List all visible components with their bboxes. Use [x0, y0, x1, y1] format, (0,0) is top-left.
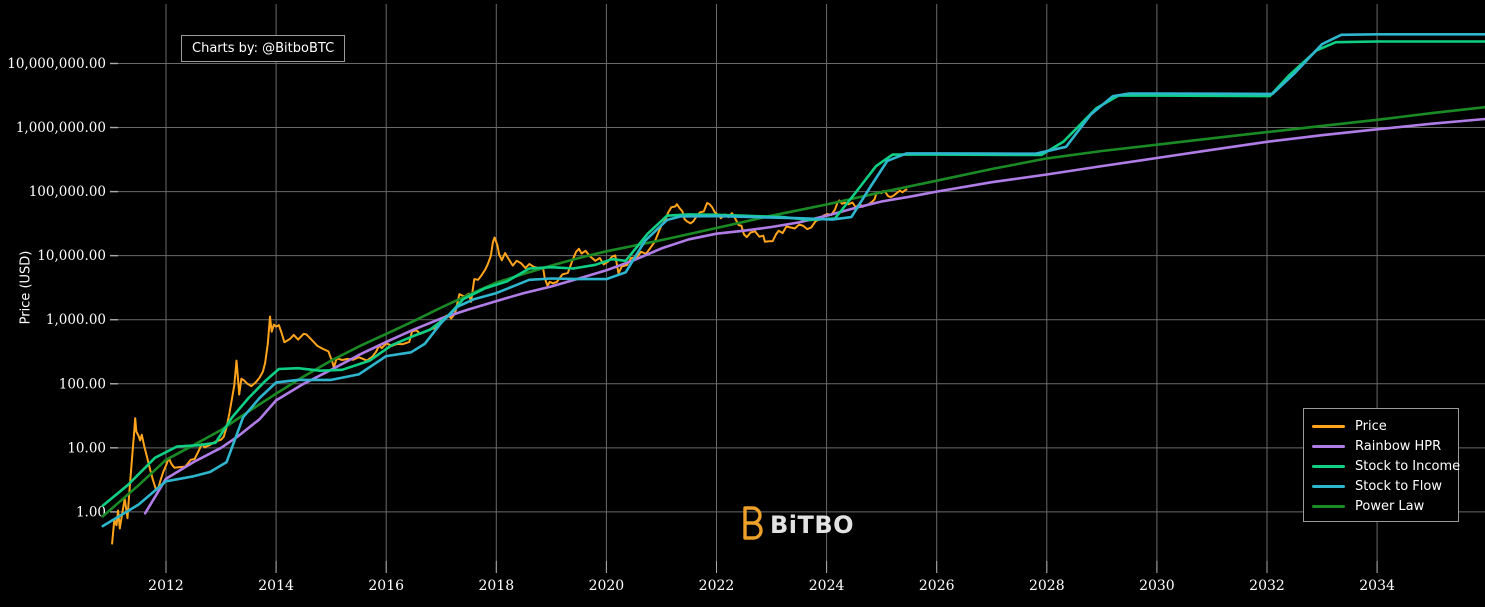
x-tick-label: 2016: [368, 578, 404, 594]
legend: Price Rainbow HPR Stock to Income Stock to …: [1303, 408, 1461, 522]
charts-by-annotation: Charts by: @BitboBTC: [181, 35, 346, 62]
x-tick-label: 2034: [1359, 578, 1395, 594]
legend-item-rainbow-hpr[interactable]: Rainbow HPR: [1312, 436, 1458, 456]
y-tick-label: 100,000.00: [29, 184, 106, 200]
legend-label: Price: [1355, 418, 1387, 434]
legend-label: Stock to Income: [1355, 458, 1461, 474]
x-tick-label: 2032: [1249, 578, 1285, 594]
y-tick-label: 10,000,000.00: [7, 56, 106, 72]
legend-item-stock-to-flow[interactable]: Stock to Flow: [1312, 476, 1458, 496]
x-tick-label: 2026: [919, 578, 955, 594]
legend-swatch-icon: [1312, 464, 1345, 468]
legend-item-stock-to-income[interactable]: Stock to Income: [1312, 456, 1461, 476]
x-tick-label: 2022: [699, 578, 735, 594]
series-power-law: [101, 105, 1485, 518]
legend-label: Rainbow HPR: [1355, 438, 1442, 454]
y-tick-label: 10.00: [67, 440, 106, 456]
series-stock-to-income: [101, 40, 1485, 508]
legend-item-price[interactable]: Price: [1312, 416, 1458, 436]
y-tick-label: 1.00: [76, 504, 106, 520]
x-tick-label: 2020: [589, 578, 625, 594]
bitbo-watermark: BiTBO: [737, 503, 854, 547]
legend-swatch-icon: [1312, 484, 1345, 488]
x-tick-label: 2024: [809, 578, 845, 594]
bitbo-watermark-text: BiTBO: [770, 511, 855, 539]
x-tick-label: 2028: [1029, 578, 1065, 594]
y-tick-label: 1,000,000.00: [16, 120, 106, 136]
series-stock-to-flow: [101, 32, 1485, 528]
x-tick-label: 2030: [1139, 578, 1175, 594]
legend-label: Stock to Flow: [1355, 478, 1442, 494]
series-rainbow-hpr: [143, 117, 1485, 515]
legend-swatch-icon: [1312, 444, 1345, 448]
legend-item-power-law[interactable]: Power Law: [1312, 496, 1458, 516]
y-axis-title: Price (USD): [18, 250, 34, 325]
legend-swatch-icon: [1312, 504, 1345, 508]
legend-label: Power Law: [1355, 498, 1425, 514]
y-tick-label: 100.00: [59, 376, 106, 392]
charts-by-annotation-text: Charts by: @BitboBTC: [192, 41, 335, 56]
y-tick-label: 1,000.00: [46, 312, 106, 328]
y-tick-label: 10,000.00: [37, 248, 106, 264]
series-price: [111, 188, 908, 545]
x-tick-label: 2012: [148, 578, 184, 594]
bitbo-logo-icon: [737, 503, 763, 547]
x-tick-label: 2018: [478, 578, 514, 594]
x-tick-label: 2014: [258, 578, 294, 594]
legend-swatch-icon: [1312, 424, 1345, 428]
